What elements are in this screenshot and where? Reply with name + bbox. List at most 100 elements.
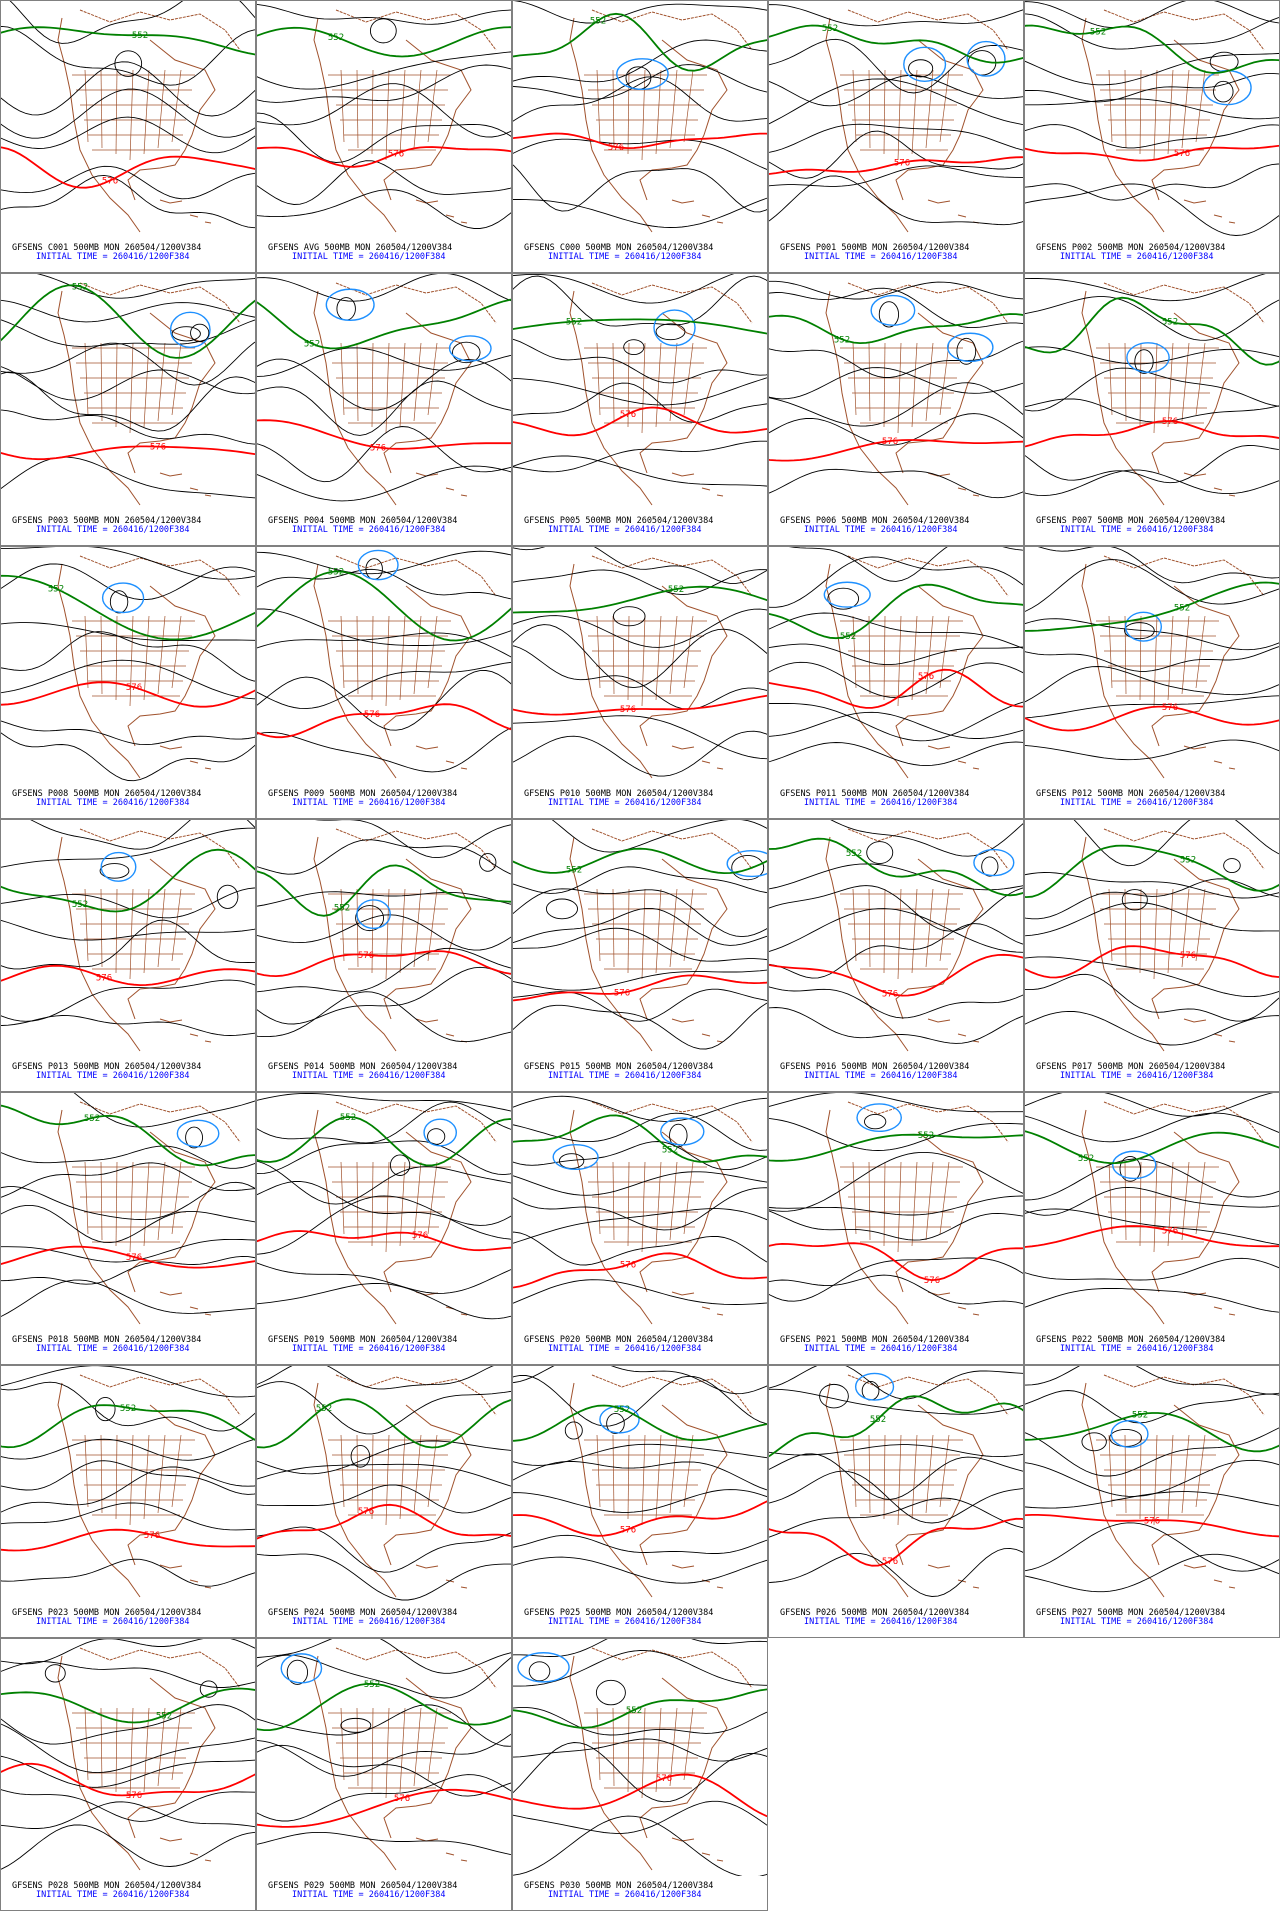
map-panel: 552 576 GFSENS P020 500MB MON 260504/1200V… xyxy=(512,1092,768,1365)
coastline xyxy=(895,1131,984,1293)
contour-552 xyxy=(512,585,768,614)
contour xyxy=(768,1365,1024,1400)
contour xyxy=(1024,13,1280,50)
contour-552 xyxy=(0,284,256,359)
islands xyxy=(1183,1564,1236,1589)
contour xyxy=(908,59,934,78)
contour-552 xyxy=(512,318,768,335)
contour-blue xyxy=(1110,1420,1149,1448)
contour xyxy=(0,1145,256,1169)
contour-552 xyxy=(0,1687,256,1724)
state-border xyxy=(897,342,902,434)
contour xyxy=(0,1466,256,1514)
contour-blue xyxy=(599,1405,640,1434)
caption: GFSENS P018 500MB MON 260504/1200V384 xyxy=(12,1335,201,1345)
contour xyxy=(768,1470,1024,1524)
islands xyxy=(159,745,212,770)
coastline xyxy=(127,1677,216,1839)
subcaption: INITIAL TIME = 260416/1200F384 xyxy=(36,798,190,808)
contour xyxy=(0,1238,256,1263)
contour xyxy=(0,1438,256,1461)
contour-blue xyxy=(854,1372,895,1401)
map-area: 552 576 xyxy=(512,273,768,506)
caption: GFSENS P019 500MB MON 260504/1200V384 xyxy=(268,1335,457,1345)
contour xyxy=(512,1171,768,1196)
contour xyxy=(768,701,1024,742)
contour xyxy=(1024,973,1280,1022)
map-area: 552 576 xyxy=(512,1365,768,1598)
coastline xyxy=(825,290,909,506)
caption: GFSENS P004 500MB MON 260504/1200V384 xyxy=(268,516,457,526)
contour-label: 552 xyxy=(1078,1154,1094,1164)
coastline xyxy=(569,836,653,1052)
contour xyxy=(0,631,256,682)
state-border xyxy=(925,888,934,968)
contour xyxy=(768,1388,1024,1415)
coastline xyxy=(847,9,1009,51)
state-border xyxy=(883,1161,886,1247)
coastline xyxy=(569,1109,653,1325)
state-border xyxy=(627,1707,630,1793)
subcaption: INITIAL TIME = 260416/1200F384 xyxy=(292,1617,446,1627)
map-panel: 552 576 GFSENS P027 500MB MON 260504/1200V… xyxy=(1024,1365,1280,1638)
caption: GFSENS P013 500MB MON 260504/1200V384 xyxy=(12,1062,201,1072)
panel-border xyxy=(1024,0,1280,273)
state-border xyxy=(868,69,871,149)
contour xyxy=(1024,1208,1280,1246)
contour-label: 552 xyxy=(84,1114,100,1124)
caption: GFSENS P009 500MB MON 260504/1200V384 xyxy=(268,789,457,799)
caption: GFSENS P005 500MB MON 260504/1200V384 xyxy=(524,516,713,526)
coastline xyxy=(1103,9,1265,51)
contour-552 xyxy=(256,570,512,642)
contour-label: 552 xyxy=(340,1113,356,1123)
contour xyxy=(0,659,256,700)
contour-552 xyxy=(1024,844,1280,899)
state-border xyxy=(157,615,166,695)
contour-552 xyxy=(1024,1412,1280,1453)
state-border xyxy=(868,342,871,422)
contour-576 xyxy=(256,1503,512,1540)
contour xyxy=(256,1282,512,1320)
contour xyxy=(1024,1459,1280,1497)
state-border xyxy=(883,1434,886,1520)
contour xyxy=(512,927,768,962)
contour xyxy=(0,1015,256,1036)
state-border xyxy=(356,615,359,695)
state-border xyxy=(385,888,390,980)
contour xyxy=(0,88,256,139)
coastline xyxy=(895,858,984,1020)
contour xyxy=(256,608,512,646)
contour xyxy=(768,165,1024,187)
contour-label: 552 xyxy=(156,1712,172,1722)
contour xyxy=(558,1153,585,1169)
map-area: 552 576 xyxy=(256,1365,512,1601)
map-panel: 552 576 GFSENS P024 500MB MON 260504/1200V… xyxy=(256,1365,512,1638)
panel-border xyxy=(1024,1092,1280,1365)
contour xyxy=(768,1444,1024,1458)
contour xyxy=(512,1489,768,1513)
state-border xyxy=(356,69,359,149)
contour-label: 552 xyxy=(132,31,148,41)
contour xyxy=(1024,273,1271,302)
map-panel: 552 576 GFSENS P030 500MB MON 260504/1200V… xyxy=(512,1638,768,1911)
coastline xyxy=(639,312,728,474)
contour-blue xyxy=(870,294,916,326)
map-area: 552 576 xyxy=(512,1095,768,1325)
contour xyxy=(512,1141,768,1171)
caption: GFSENS P015 500MB MON 260504/1200V384 xyxy=(524,1062,713,1072)
contour xyxy=(256,189,512,229)
contour-blue xyxy=(653,309,696,347)
contour xyxy=(1072,819,1280,867)
contour-label: 552 xyxy=(120,1404,136,1414)
contour xyxy=(256,1831,512,1856)
contour xyxy=(878,301,900,328)
contour xyxy=(819,1383,849,1409)
contour xyxy=(256,1092,512,1112)
contour xyxy=(256,670,512,731)
islands xyxy=(927,1564,980,1589)
contour-label: 576 xyxy=(1162,417,1178,427)
contour-label: 576 xyxy=(96,973,112,983)
state-border xyxy=(340,69,345,143)
caption: GFSENS P008 500MB MON 260504/1200V384 xyxy=(12,789,201,799)
contour-blue xyxy=(973,848,1015,877)
